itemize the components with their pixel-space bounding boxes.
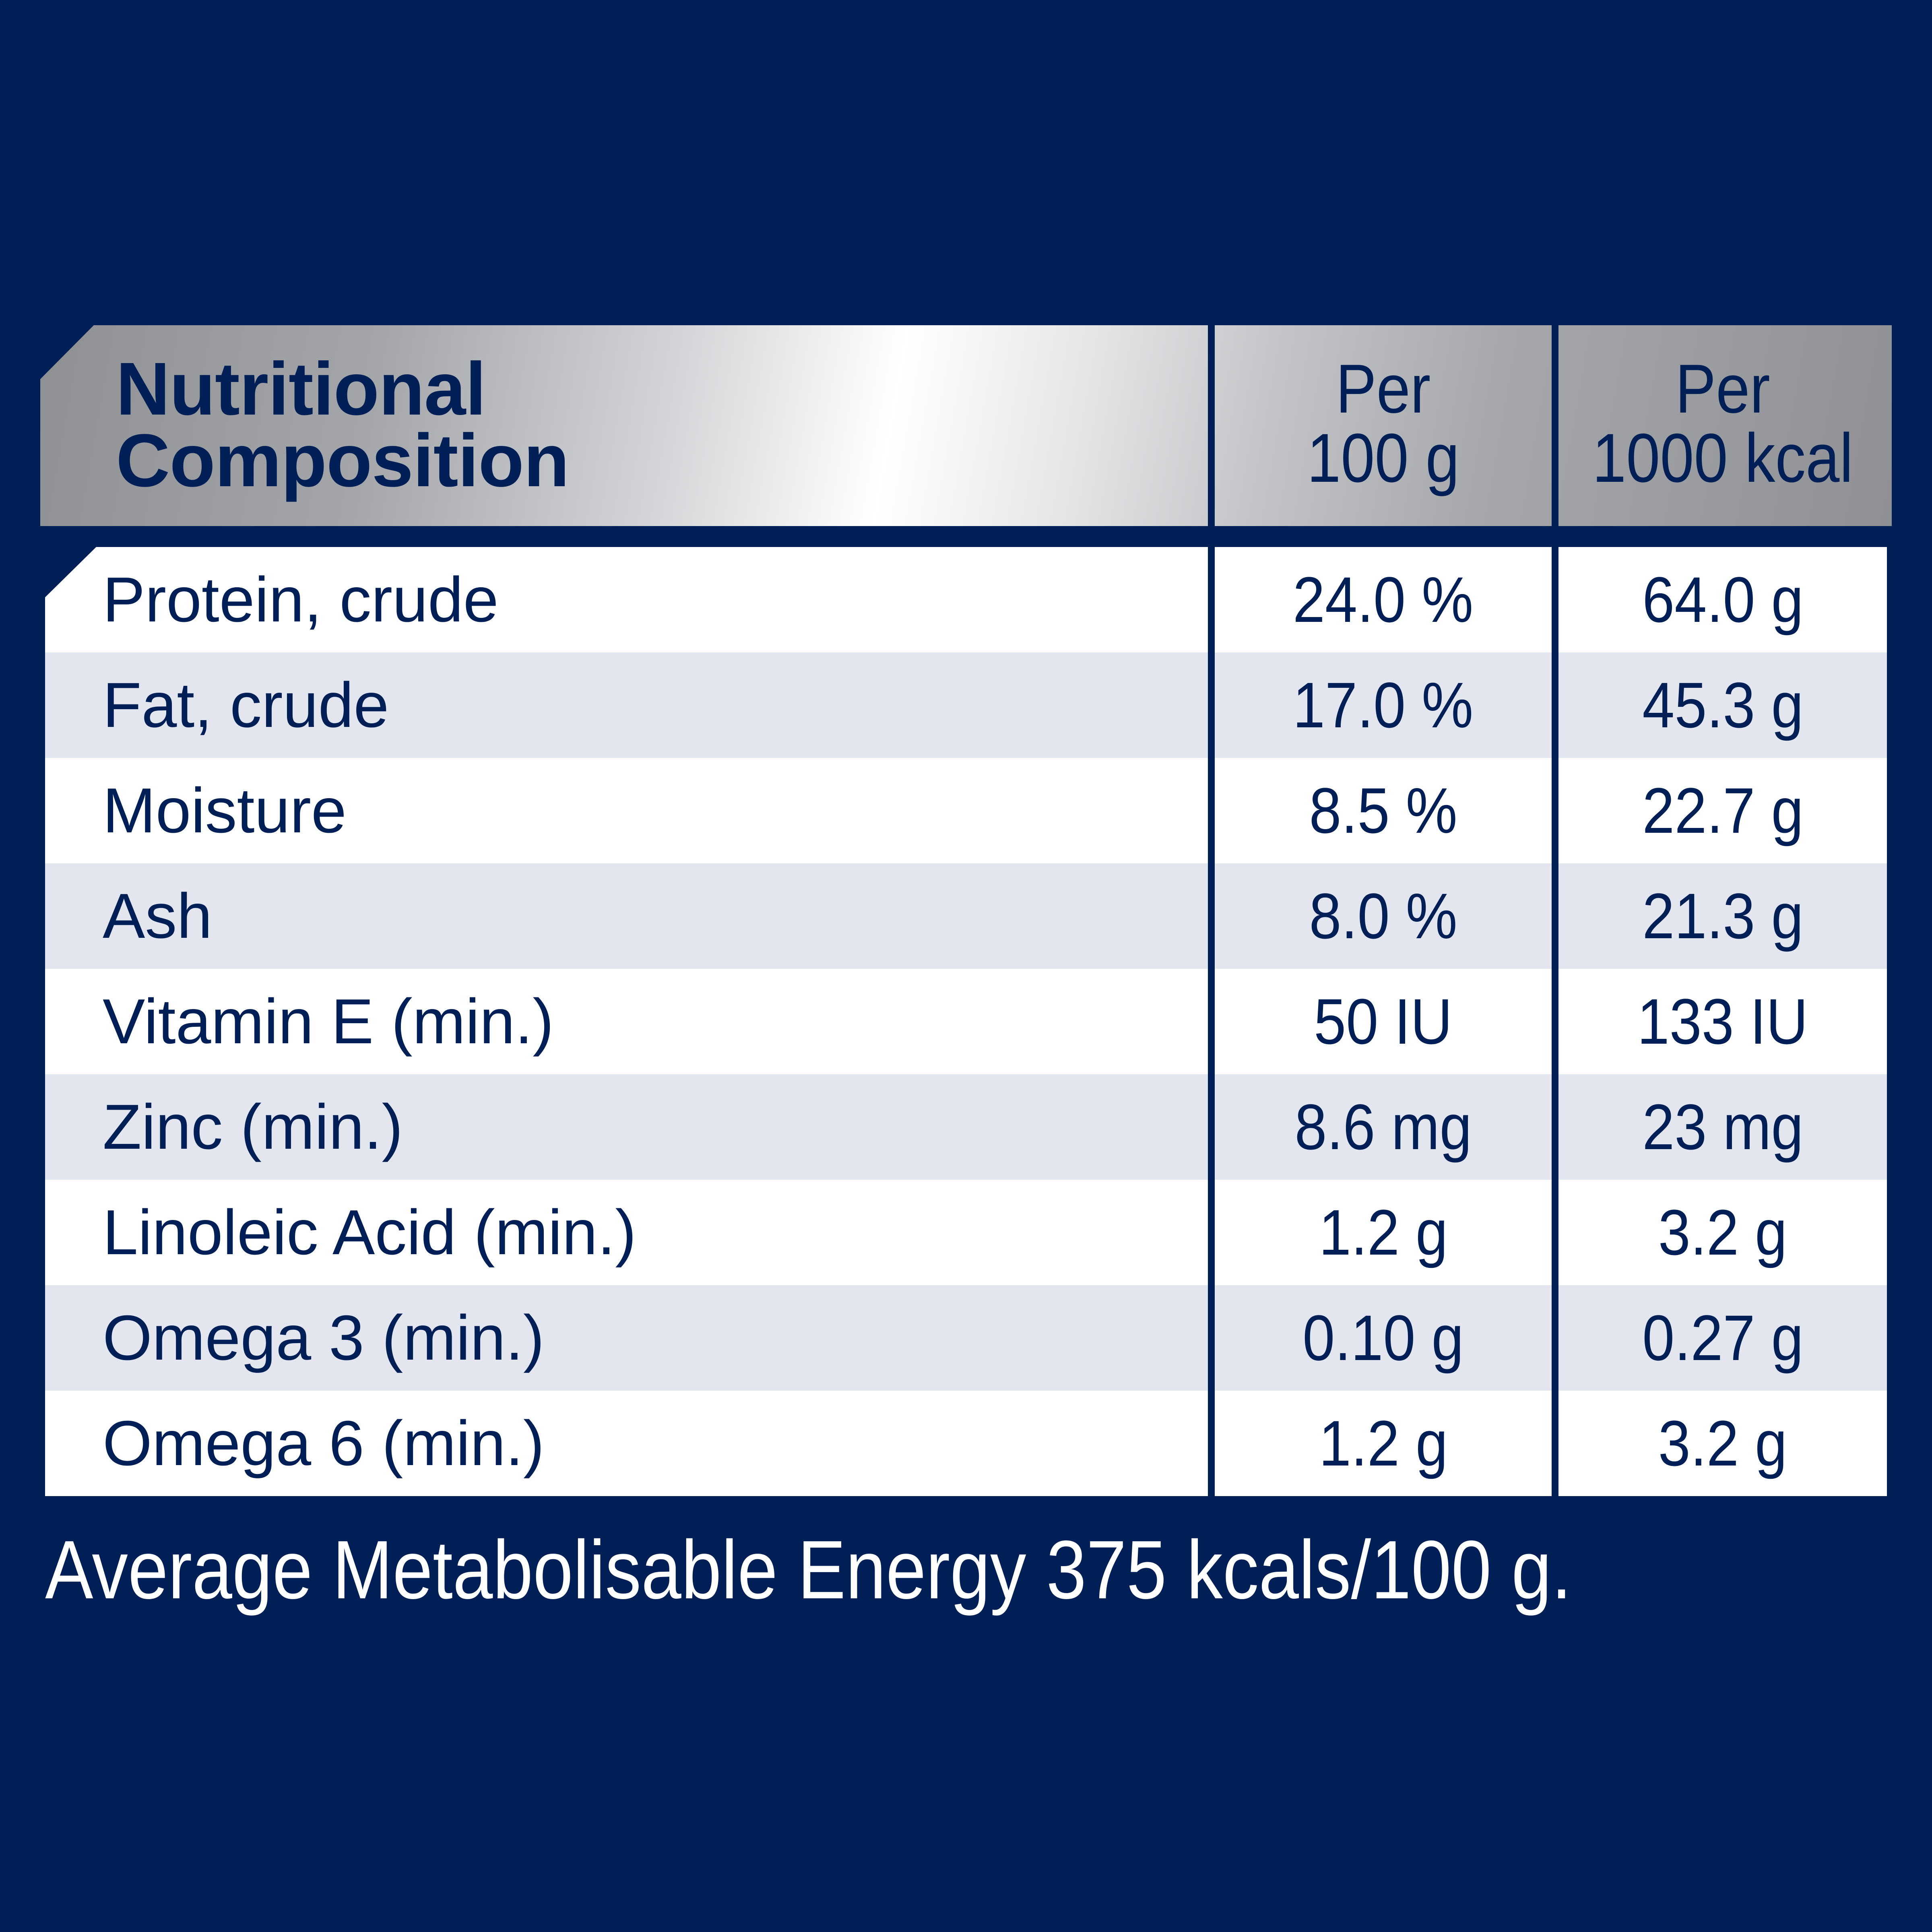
column-header-line-2: 1000 kcal	[1592, 419, 1853, 497]
table-title: Nutritional Composition	[116, 347, 570, 502]
column-divider	[1552, 547, 1558, 1496]
column-header-line-1: Per	[1335, 350, 1431, 427]
table-row: Protein, crude 24.0 % 64.0 g	[45, 547, 1887, 652]
value-per-1000kcal: 23 mg	[1642, 1091, 1804, 1163]
value-per-100g: 1.2 g	[1319, 1407, 1448, 1479]
column-header-line-1: Per	[1675, 350, 1770, 427]
column-divider	[1208, 325, 1215, 526]
table-body: Protein, crude 24.0 % 64.0 g Fat, crude …	[45, 547, 1887, 1496]
value-per-100g: 24.0 %	[1293, 564, 1474, 636]
column-header-per-100g: Per 100 g	[1215, 354, 1552, 499]
column-header-per-1000kcal: Per 1000 kcal	[1558, 354, 1887, 499]
nutrient-label: Moisture	[103, 775, 347, 846]
value-per-100g: 0.10 g	[1302, 1302, 1464, 1374]
table-row: Zinc (min.) 8.6 mg 23 mg	[45, 1074, 1887, 1180]
value-per-1000kcal: 45.3 g	[1642, 669, 1804, 741]
value-per-100g: 8.0 %	[1309, 880, 1457, 952]
table-row: Linoleic Acid (min.) 1.2 g 3.2 g	[45, 1180, 1887, 1285]
nutrient-label: Zinc (min.)	[103, 1092, 403, 1162]
table-row: Ash 8.0 % 21.3 g	[45, 863, 1887, 969]
value-per-1000kcal: 3.2 g	[1658, 1196, 1788, 1268]
value-per-100g: 17.0 %	[1293, 669, 1474, 741]
table-row: Vitamin E (min.) 50 IU 133 IU	[45, 969, 1887, 1074]
table-row: Omega 3 (min.) 0.10 g 0.27 g	[45, 1285, 1887, 1391]
table-header: Nutritional Composition Per 100 g Per 10…	[40, 325, 1892, 526]
nutrient-label: Ash	[103, 881, 213, 952]
value-per-1000kcal: 21.3 g	[1642, 880, 1804, 952]
column-divider	[1208, 547, 1215, 1496]
value-per-1000kcal: 133 IU	[1637, 985, 1808, 1057]
column-header-line-2: 100 g	[1307, 419, 1459, 497]
title-line-2: Composition	[116, 419, 570, 502]
energy-footnote: Average Metabolisable Energy 375 kcals/1…	[45, 1523, 1572, 1616]
nutrient-label: Fat, crude	[103, 670, 389, 741]
value-per-100g: 8.5 %	[1309, 774, 1457, 846]
title-line-1: Nutritional	[116, 347, 486, 431]
value-per-1000kcal: 0.27 g	[1642, 1302, 1804, 1374]
nutrient-label: Linoleic Acid (min.)	[103, 1197, 636, 1268]
value-per-1000kcal: 64.0 g	[1642, 564, 1804, 636]
table-row: Moisture 8.5 % 22.7 g	[45, 758, 1887, 863]
table-row: Fat, crude 17.0 % 45.3 g	[45, 652, 1887, 758]
table-row: Omega 6 (min.) 1.2 g 3.2 g	[45, 1391, 1887, 1496]
value-per-100g: 8.6 mg	[1294, 1091, 1472, 1163]
value-per-1000kcal: 22.7 g	[1642, 774, 1804, 846]
nutrient-label: Omega 3 (min.)	[103, 1302, 545, 1373]
value-per-100g: 50 IU	[1314, 985, 1453, 1057]
column-divider	[1552, 325, 1558, 526]
value-per-100g: 1.2 g	[1319, 1196, 1448, 1268]
nutrient-label: Protein, crude	[103, 564, 499, 635]
value-per-1000kcal: 3.2 g	[1658, 1407, 1788, 1479]
nutrient-label: Vitamin E (min.)	[103, 986, 554, 1057]
nutrient-label: Omega 6 (min.)	[103, 1408, 545, 1479]
